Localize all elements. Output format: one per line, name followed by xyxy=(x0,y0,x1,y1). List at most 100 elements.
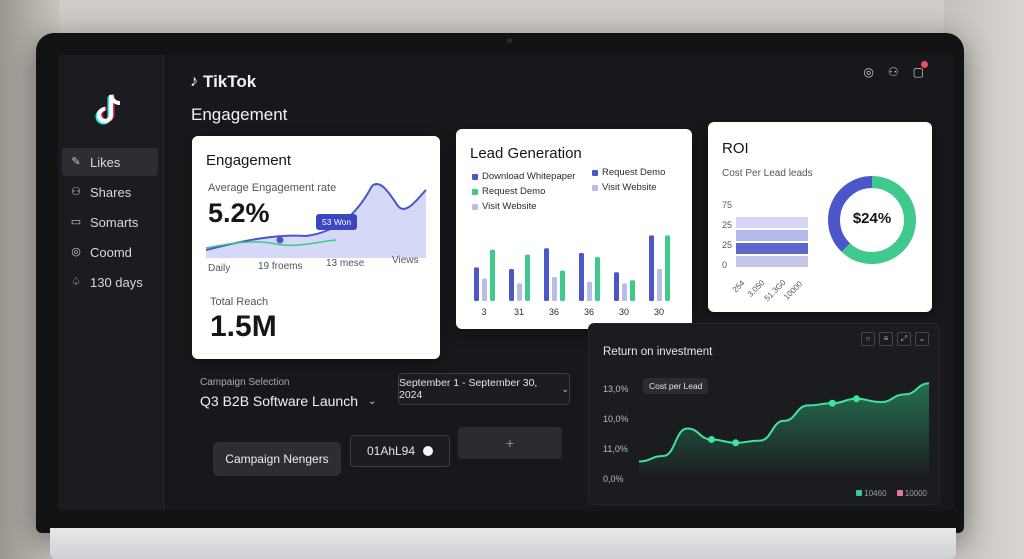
users-icon: ⚇ xyxy=(71,186,81,198)
engagement-line-secondary xyxy=(206,239,337,249)
legend-label: Visit Website xyxy=(482,201,537,212)
tiktok-logo-icon xyxy=(95,94,121,125)
roi-y-tick: 10,0% xyxy=(603,414,629,424)
brand-name: TikTok xyxy=(203,72,257,91)
sidebar-item-label: Coomd xyxy=(90,244,132,260)
engagement-point xyxy=(276,236,284,244)
settings-icon[interactable]: ◎ xyxy=(863,65,874,79)
comment-icon: ▭ xyxy=(70,216,82,228)
lead-bar xyxy=(579,253,584,301)
legend-swatch xyxy=(472,173,478,180)
legend-item: Request Demo xyxy=(472,186,545,197)
roi-panel: Return on investment ○ ≡ ⤢ ⌄ 13,0% 10,0%… xyxy=(588,323,940,505)
roi-x-tick: 51.3G0 xyxy=(762,278,788,303)
campaign-managers-button[interactable]: Campaign Nengers xyxy=(213,442,341,476)
lead-x-tick: 36 xyxy=(549,307,559,317)
lead-x-tick: 3 xyxy=(481,307,486,317)
lead-bar xyxy=(482,278,487,301)
legend-item: 10000 xyxy=(896,489,927,498)
roi-bars xyxy=(736,217,808,277)
legend-swatch xyxy=(592,184,598,191)
lead-bar xyxy=(587,281,592,301)
roi-point xyxy=(828,399,836,407)
notification-icon[interactable]: ▢ xyxy=(913,61,928,79)
roi-bar xyxy=(736,243,808,254)
webcam xyxy=(507,38,512,43)
campaign-label: Campaign Selection xyxy=(200,377,290,388)
engagement-card[interactable]: Engagement Average Engagement rate 5.2% … xyxy=(192,136,440,359)
lead-generation-card[interactable]: Lead Generation Download Whitepaper Requ… xyxy=(456,129,692,329)
roi-subtitle: Cost Per Lead leads xyxy=(722,168,813,179)
roi-area-chart xyxy=(639,382,929,478)
axis-label-3: 13 mese xyxy=(326,258,365,269)
notification-dot xyxy=(921,61,928,68)
engagement-rate-value: 5.2% xyxy=(208,198,270,228)
panel-toolbar: ○ ≡ ⤢ ⌄ xyxy=(861,332,929,346)
legend-item: Request Demo xyxy=(592,167,665,178)
sidebar-item-coomd[interactable]: ◎ Coomd xyxy=(62,238,158,266)
add-button[interactable]: + xyxy=(458,427,562,459)
instagram-icon: ◎ xyxy=(71,246,81,258)
legend-item: Download Whitepaper xyxy=(472,171,575,182)
lead-bar xyxy=(560,270,565,301)
total-reach-label: Total Reach xyxy=(210,296,269,308)
total-reach-value: 1.5M xyxy=(210,310,277,343)
sidebar-item-label: Somarts xyxy=(90,214,139,230)
donut-slice xyxy=(828,176,916,264)
circle-icon[interactable]: ○ xyxy=(861,332,875,346)
roi-bar xyxy=(736,230,808,241)
sidebar-item-shares[interactable]: ⚇ Shares xyxy=(62,178,158,206)
engagement-card-title: Engagement xyxy=(206,152,292,169)
axis-label-views: Views xyxy=(392,255,419,266)
sidebar: ✎ Likes ⚇ Shares ▭ Somarts ◎ Coomd ♤ 130… xyxy=(58,55,164,510)
roi-card-title: ROI xyxy=(722,140,749,157)
legend-label: Request Demo xyxy=(482,186,546,197)
roi-point xyxy=(708,436,715,443)
campaign-id-toggle[interactable]: 01AhL94 xyxy=(350,435,450,467)
sidebar-item-label: Shares xyxy=(90,184,132,200)
legend-swatch xyxy=(896,490,903,496)
campaign-select[interactable]: Q3 B2B Software Launch ⌄ xyxy=(200,393,376,409)
lead-bar xyxy=(630,280,635,301)
lead-bar xyxy=(525,254,530,301)
lead-bar xyxy=(517,283,522,301)
roi-donut-chart xyxy=(828,176,916,264)
legend-label: 10460 xyxy=(864,489,887,498)
legend-swatch xyxy=(472,188,478,195)
user-icon[interactable]: ⚇ xyxy=(887,65,899,79)
roi-y-tick: 75 xyxy=(722,200,733,210)
sidebar-item-days[interactable]: ♤ 130 days xyxy=(62,268,158,296)
chevron-down-icon[interactable]: ⌄ xyxy=(915,332,929,346)
sidebar-item-somarts[interactable]: ▭ Somarts xyxy=(62,208,158,236)
engagement-tooltip: 53 Won xyxy=(316,214,358,230)
lead-bar xyxy=(595,257,600,301)
lead-card-title: Lead Generation xyxy=(470,145,582,162)
legend-item: Visit Website xyxy=(592,182,657,193)
roi-point xyxy=(732,439,740,447)
roi-y-tick: 13,0% xyxy=(603,384,629,394)
lead-bar xyxy=(544,248,549,301)
lead-bar xyxy=(649,235,654,301)
lead-bar xyxy=(614,272,619,301)
date-range-value: September 1 - September 30, 2024 xyxy=(399,377,538,401)
legend-swatch xyxy=(472,203,478,210)
roi-legend: 10460 10000 xyxy=(856,489,927,498)
roi-donut-value: $24% xyxy=(852,210,892,227)
sidebar-item-likes[interactable]: ✎ Likes xyxy=(62,148,158,176)
bell-icon: ♤ xyxy=(71,276,81,288)
roi-bar xyxy=(736,217,808,228)
expand-icon[interactable]: ⤢ xyxy=(897,332,911,346)
roi-tooltip: Cost per Lead xyxy=(643,378,709,394)
axis-label-daily: Daily xyxy=(208,263,231,274)
sidebar-item-label: 130 days xyxy=(90,274,143,290)
sidebar-item-label: Likes xyxy=(90,154,121,170)
legend-swatch xyxy=(592,169,598,176)
lead-bar-chart: 3 31 36 36 30 30 xyxy=(474,235,670,317)
roi-card[interactable]: ROI Cost Per Lead leads 75 25 25 0 254 3… xyxy=(708,122,932,312)
toggle-knob xyxy=(423,446,434,456)
date-range-picker[interactable]: September 1 - September 30, 2024 ⌄ xyxy=(398,373,570,405)
roi-point xyxy=(853,395,860,403)
roi-y-tick: 0,0% xyxy=(603,474,624,484)
filter-icon[interactable]: ≡ xyxy=(879,332,893,346)
brand[interactable]: ♪ TikTok xyxy=(190,72,256,92)
